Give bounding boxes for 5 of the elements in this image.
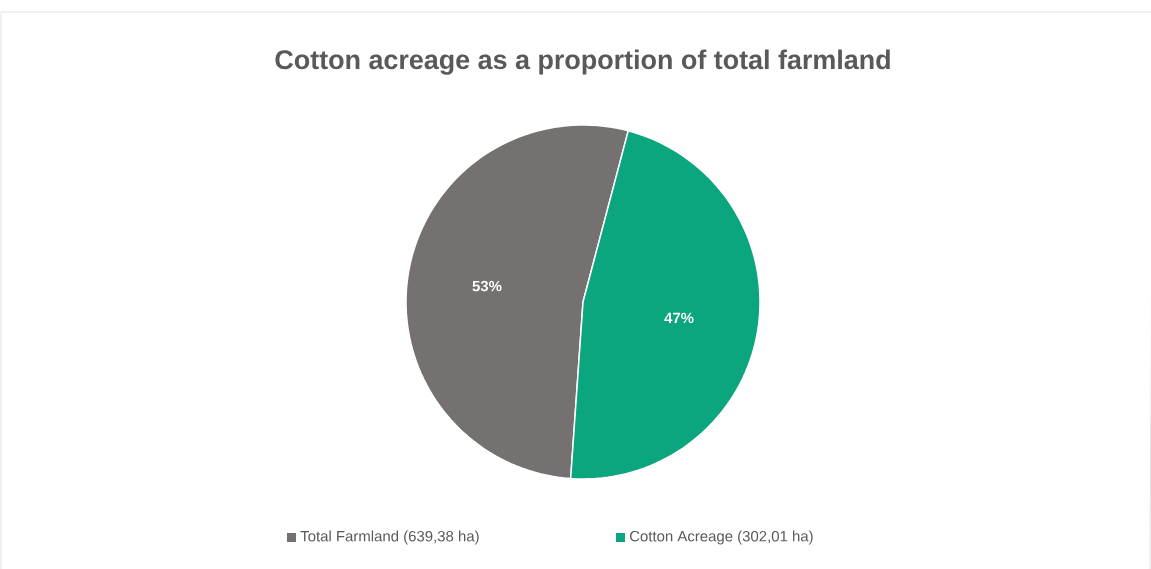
- chart-title: Cotton acreage as a proportion of total farmland: [275, 49, 890, 75]
- data-label: 53%: [472, 280, 502, 292]
- data-label: 47%: [664, 312, 694, 324]
- legend-label: Cotton Acreage (302,01 ha): [629, 530, 813, 545]
- legend-label: Total Farmland (639,38 ha): [300, 530, 479, 545]
